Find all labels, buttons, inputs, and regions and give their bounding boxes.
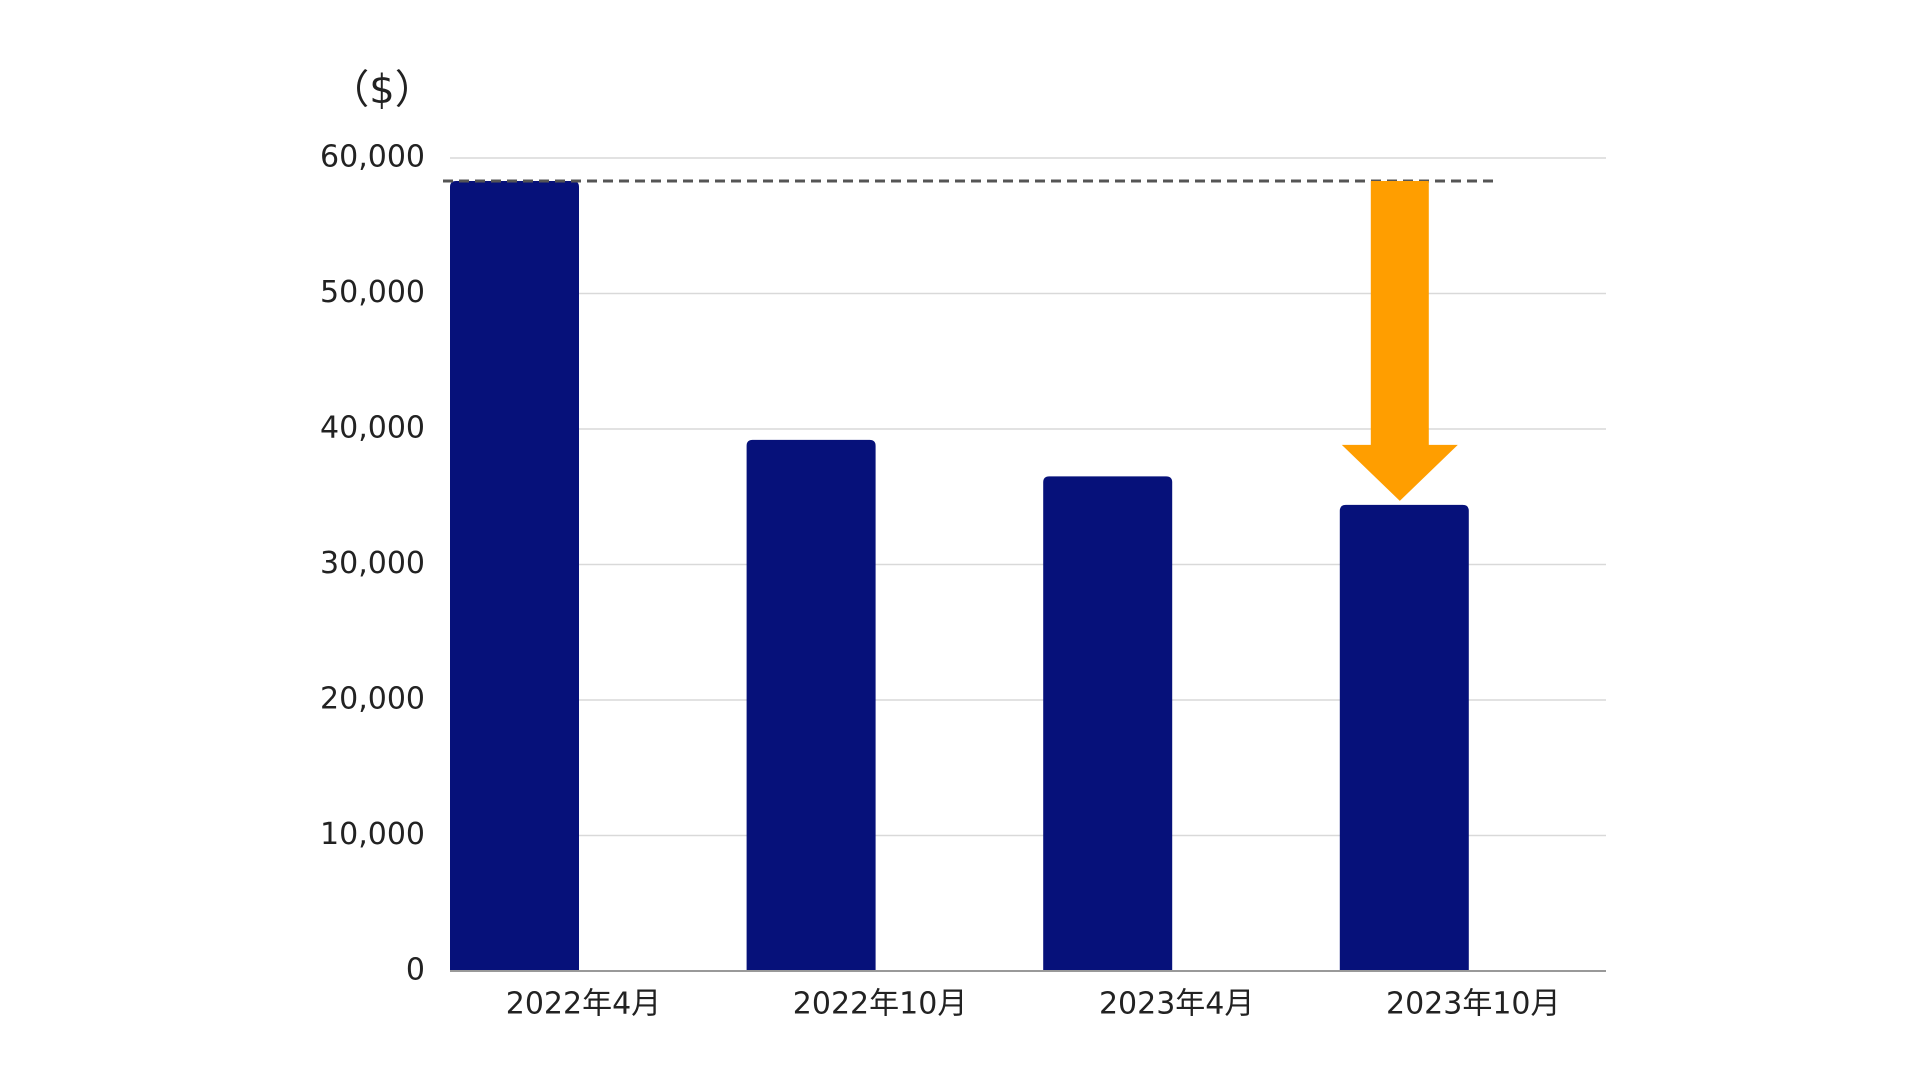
y-tick-label: 30,000 <box>320 546 425 581</box>
y-tick-label: 20,000 <box>320 682 425 717</box>
y-axis-label: （$） <box>329 67 434 113</box>
x-tick-label: 2022年10月 <box>793 987 968 1022</box>
x-tick-label: 2023年10月 <box>1386 987 1561 1022</box>
bar <box>450 181 579 971</box>
y-tick-label: 40,000 <box>320 411 425 446</box>
y-tick-label: 0 <box>406 953 425 988</box>
x-tick-label: 2022年4月 <box>506 987 661 1022</box>
y-tick-label: 60,000 <box>320 140 425 175</box>
x-tick-label: 2023年4月 <box>1099 987 1254 1022</box>
y-tick-label: 10,000 <box>320 817 425 852</box>
bar <box>1339 504 1469 971</box>
bar <box>746 439 876 972</box>
bar <box>1043 476 1173 971</box>
y-tick-label: 50,000 <box>320 275 425 310</box>
decline-arrow <box>1341 181 1458 501</box>
